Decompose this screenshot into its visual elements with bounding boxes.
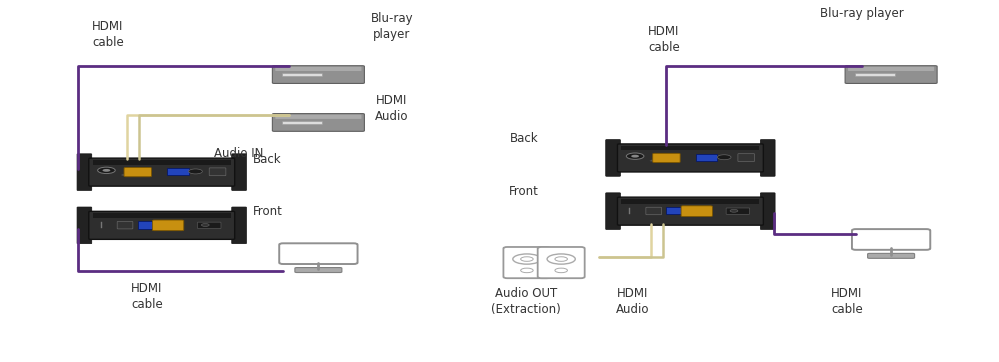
Bar bbox=[666, 207, 688, 214]
Text: HDMI
cable: HDMI cable bbox=[648, 25, 680, 54]
Text: HDMI
cable: HDMI cable bbox=[92, 20, 124, 49]
FancyBboxPatch shape bbox=[153, 220, 184, 231]
Text: Audio IN: Audio IN bbox=[214, 147, 263, 160]
Text: HDMI
Audio: HDMI Audio bbox=[375, 94, 409, 123]
FancyBboxPatch shape bbox=[276, 67, 362, 71]
FancyBboxPatch shape bbox=[89, 158, 235, 186]
Bar bbox=[93, 160, 231, 164]
Circle shape bbox=[520, 268, 533, 273]
Text: Front: Front bbox=[508, 185, 538, 198]
FancyBboxPatch shape bbox=[503, 247, 550, 278]
FancyBboxPatch shape bbox=[652, 153, 680, 163]
FancyBboxPatch shape bbox=[124, 168, 152, 177]
Bar bbox=[621, 199, 759, 203]
FancyBboxPatch shape bbox=[867, 253, 915, 258]
Circle shape bbox=[631, 155, 639, 157]
Bar bbox=[621, 146, 759, 150]
FancyBboxPatch shape bbox=[646, 207, 661, 215]
Bar bbox=[695, 154, 717, 161]
Bar bbox=[855, 73, 894, 76]
FancyBboxPatch shape bbox=[617, 144, 763, 172]
FancyBboxPatch shape bbox=[77, 207, 92, 244]
Text: HDMI
cable: HDMI cable bbox=[831, 287, 863, 316]
FancyBboxPatch shape bbox=[276, 115, 362, 119]
Circle shape bbox=[202, 224, 209, 226]
FancyBboxPatch shape bbox=[845, 66, 937, 83]
Circle shape bbox=[547, 254, 575, 264]
FancyBboxPatch shape bbox=[726, 208, 749, 214]
Circle shape bbox=[626, 153, 644, 159]
FancyBboxPatch shape bbox=[89, 211, 235, 239]
FancyBboxPatch shape bbox=[848, 67, 934, 71]
Text: Blu-ray player: Blu-ray player bbox=[820, 7, 904, 20]
Bar bbox=[93, 213, 231, 218]
FancyBboxPatch shape bbox=[198, 222, 221, 228]
FancyBboxPatch shape bbox=[681, 206, 712, 216]
Circle shape bbox=[520, 257, 533, 261]
Circle shape bbox=[717, 155, 731, 160]
Text: HDMI
Audio: HDMI Audio bbox=[616, 287, 649, 316]
Circle shape bbox=[98, 167, 115, 173]
Text: Front: Front bbox=[253, 205, 283, 218]
Circle shape bbox=[189, 169, 203, 174]
Circle shape bbox=[649, 160, 655, 162]
FancyBboxPatch shape bbox=[852, 229, 930, 250]
FancyBboxPatch shape bbox=[280, 243, 358, 264]
Bar bbox=[138, 222, 159, 228]
FancyBboxPatch shape bbox=[273, 66, 365, 83]
Circle shape bbox=[554, 268, 567, 273]
FancyBboxPatch shape bbox=[605, 193, 620, 230]
FancyBboxPatch shape bbox=[760, 140, 775, 176]
FancyBboxPatch shape bbox=[605, 140, 620, 176]
Text: HDMI
cable: HDMI cable bbox=[131, 282, 163, 311]
Text: Audio OUT
(Extraction): Audio OUT (Extraction) bbox=[492, 287, 560, 316]
Circle shape bbox=[512, 254, 541, 264]
Text: Blu-ray
player: Blu-ray player bbox=[371, 13, 414, 42]
FancyBboxPatch shape bbox=[117, 222, 133, 229]
FancyBboxPatch shape bbox=[273, 114, 365, 131]
Bar bbox=[167, 168, 189, 175]
FancyBboxPatch shape bbox=[295, 268, 342, 273]
FancyBboxPatch shape bbox=[760, 193, 775, 230]
FancyBboxPatch shape bbox=[232, 207, 247, 244]
Text: Back: Back bbox=[253, 153, 282, 166]
Circle shape bbox=[103, 169, 110, 172]
FancyBboxPatch shape bbox=[617, 197, 763, 225]
FancyBboxPatch shape bbox=[738, 154, 754, 161]
Circle shape bbox=[554, 257, 567, 261]
FancyBboxPatch shape bbox=[77, 154, 92, 190]
FancyBboxPatch shape bbox=[209, 168, 226, 176]
Circle shape bbox=[730, 209, 738, 212]
Text: Back: Back bbox=[510, 132, 538, 145]
FancyBboxPatch shape bbox=[232, 154, 247, 190]
Bar bbox=[282, 73, 322, 76]
Circle shape bbox=[121, 174, 127, 176]
FancyBboxPatch shape bbox=[537, 247, 584, 278]
Bar bbox=[282, 121, 322, 124]
